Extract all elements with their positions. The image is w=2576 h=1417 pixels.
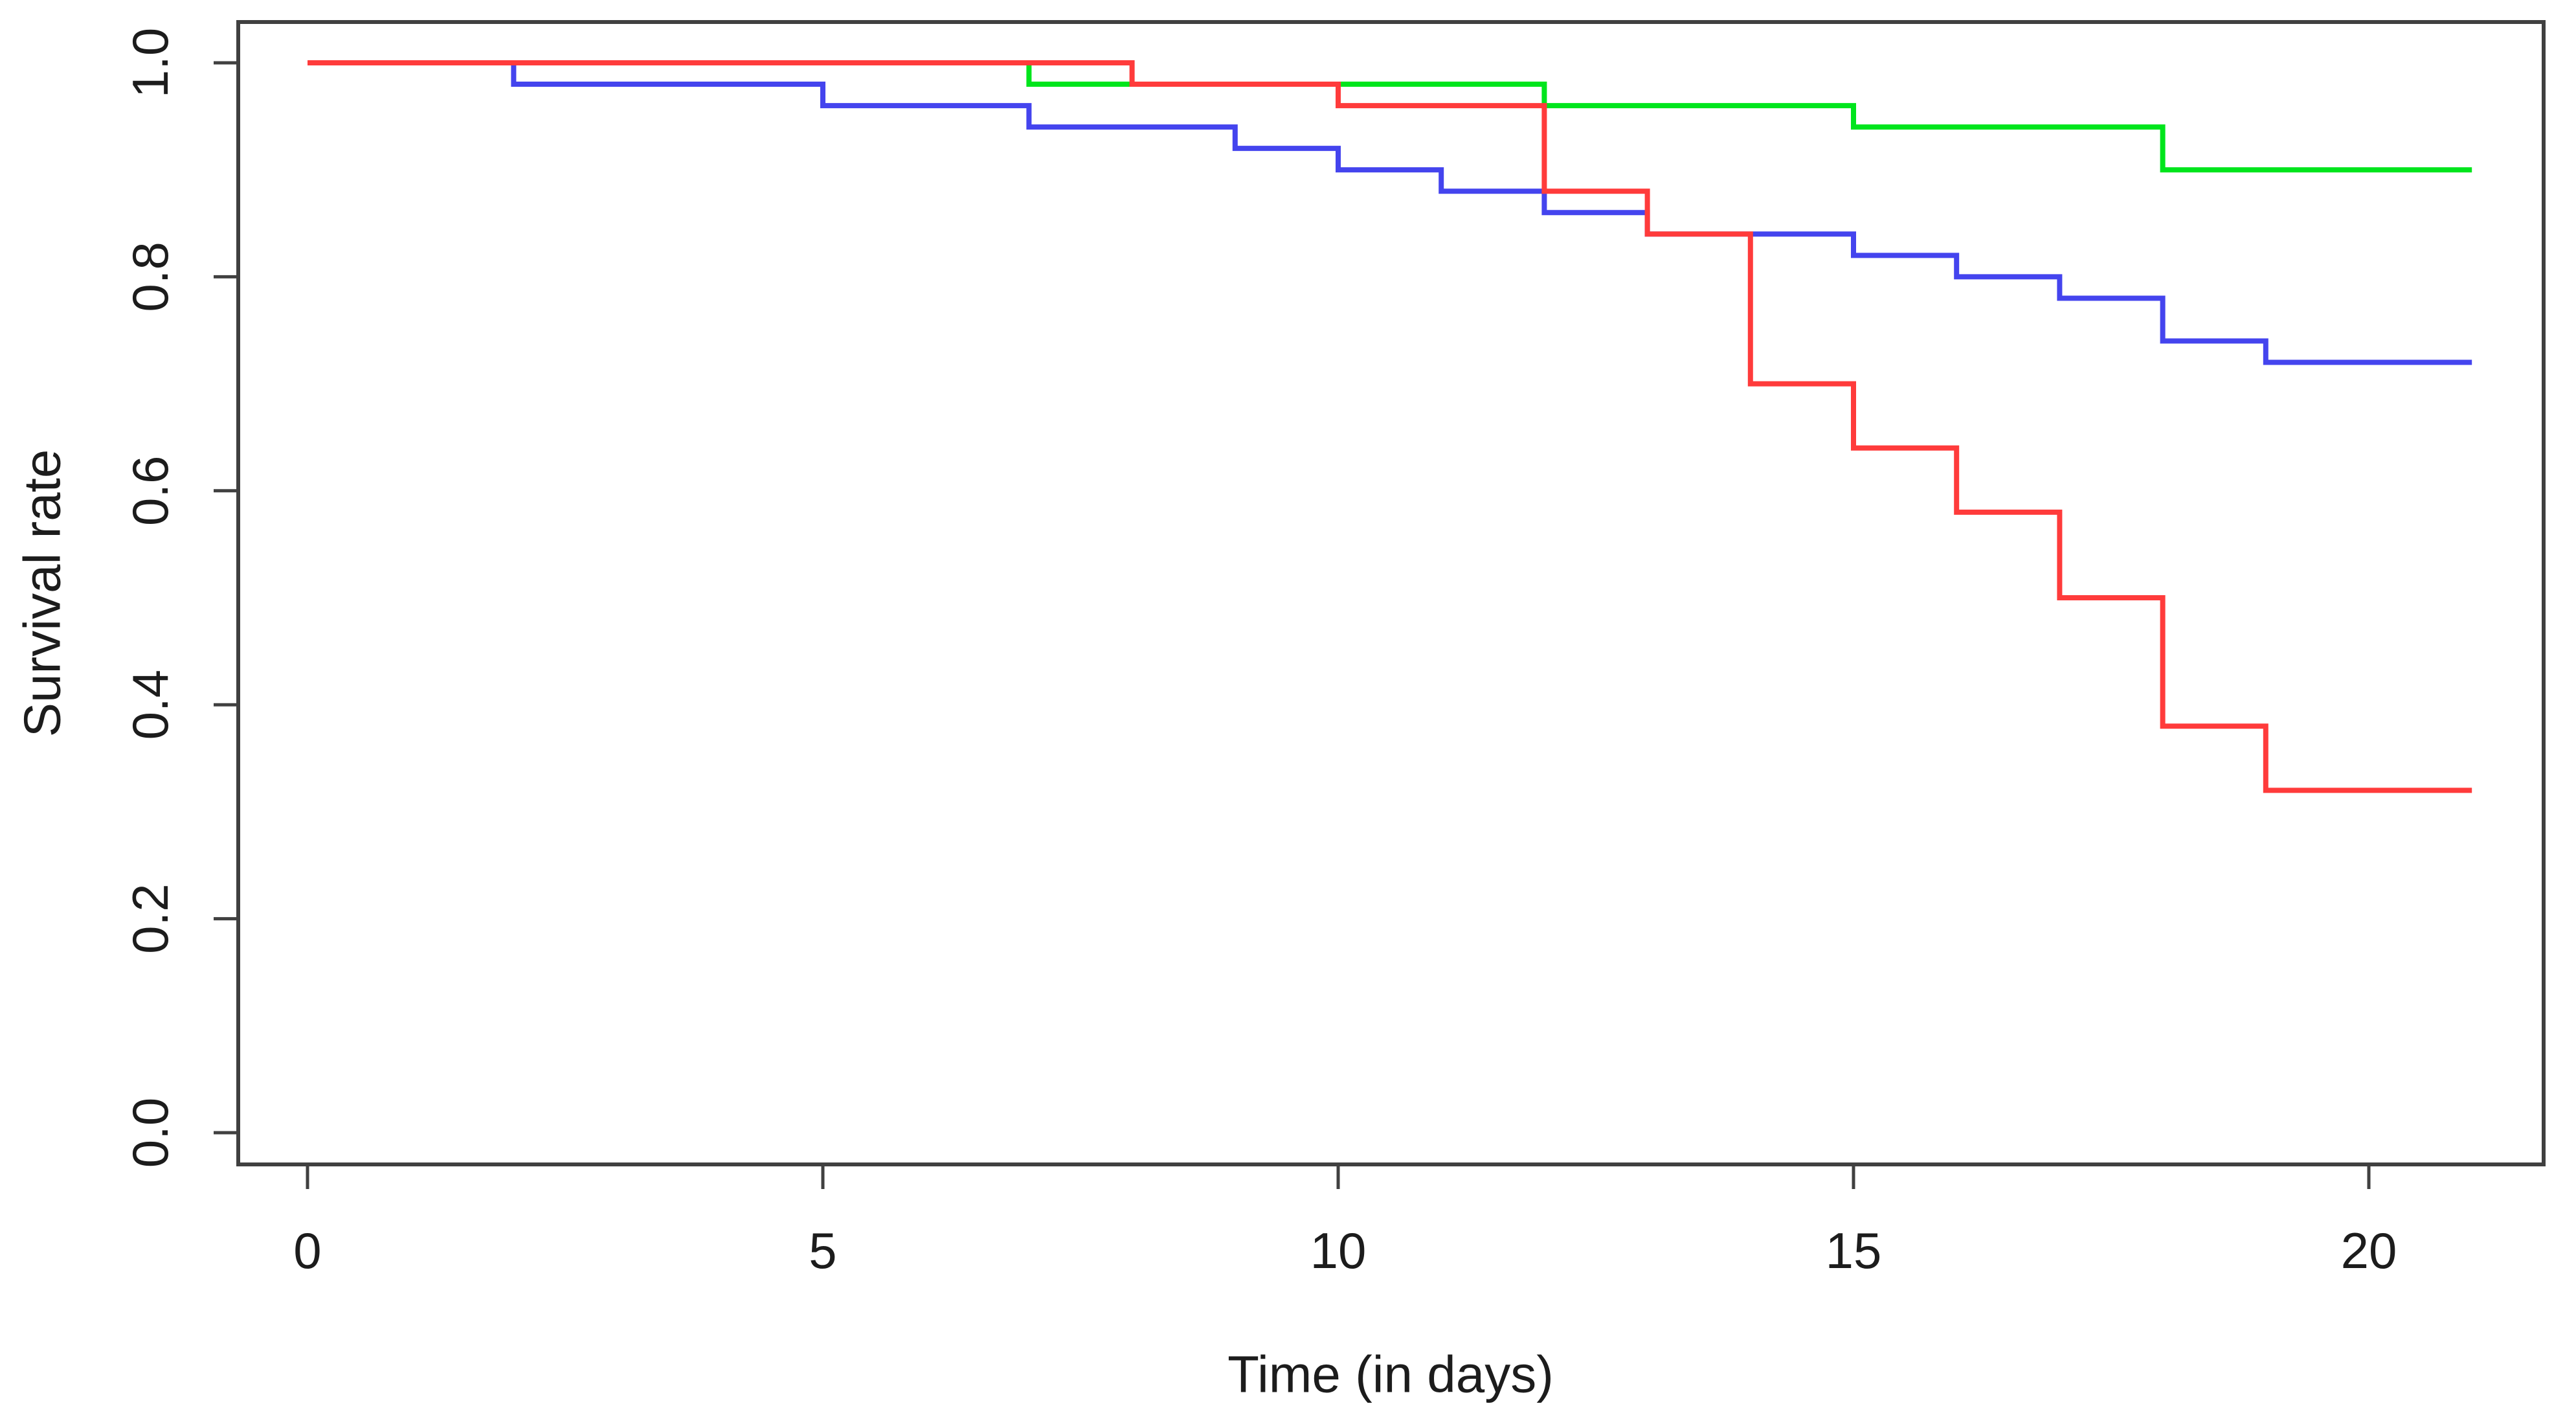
y-axis-title: Survival rate xyxy=(14,449,71,738)
y-tick-label: 0.0 xyxy=(122,1098,179,1168)
x-axis-ticks: 0 5 10 15 20 xyxy=(293,1164,2397,1279)
x-tick-label: 5 xyxy=(809,1222,836,1279)
y-tick-label: 1.0 xyxy=(122,28,179,98)
survival-curve-green xyxy=(308,60,2472,173)
y-tick-label: 0.6 xyxy=(122,456,179,526)
x-axis-title: Time (in days) xyxy=(1227,1346,1554,1403)
x-tick-label: 15 xyxy=(1826,1222,1882,1279)
y-tick-label: 0.2 xyxy=(122,883,179,953)
x-tick-label: 0 xyxy=(293,1222,321,1279)
y-tick-label: 0.8 xyxy=(122,242,179,312)
x-tick-label: 10 xyxy=(1310,1222,1367,1279)
series-lines xyxy=(308,60,2472,793)
plot-border xyxy=(236,20,2546,1166)
survival-curve-red xyxy=(308,60,2472,793)
survival-curve-blue xyxy=(308,60,2472,365)
x-tick-label: 20 xyxy=(2341,1222,2397,1279)
y-axis-ticks: 0.0 0.2 0.4 0.6 0.8 1.0 xyxy=(122,28,238,1168)
y-tick-label: 0.4 xyxy=(122,670,179,740)
